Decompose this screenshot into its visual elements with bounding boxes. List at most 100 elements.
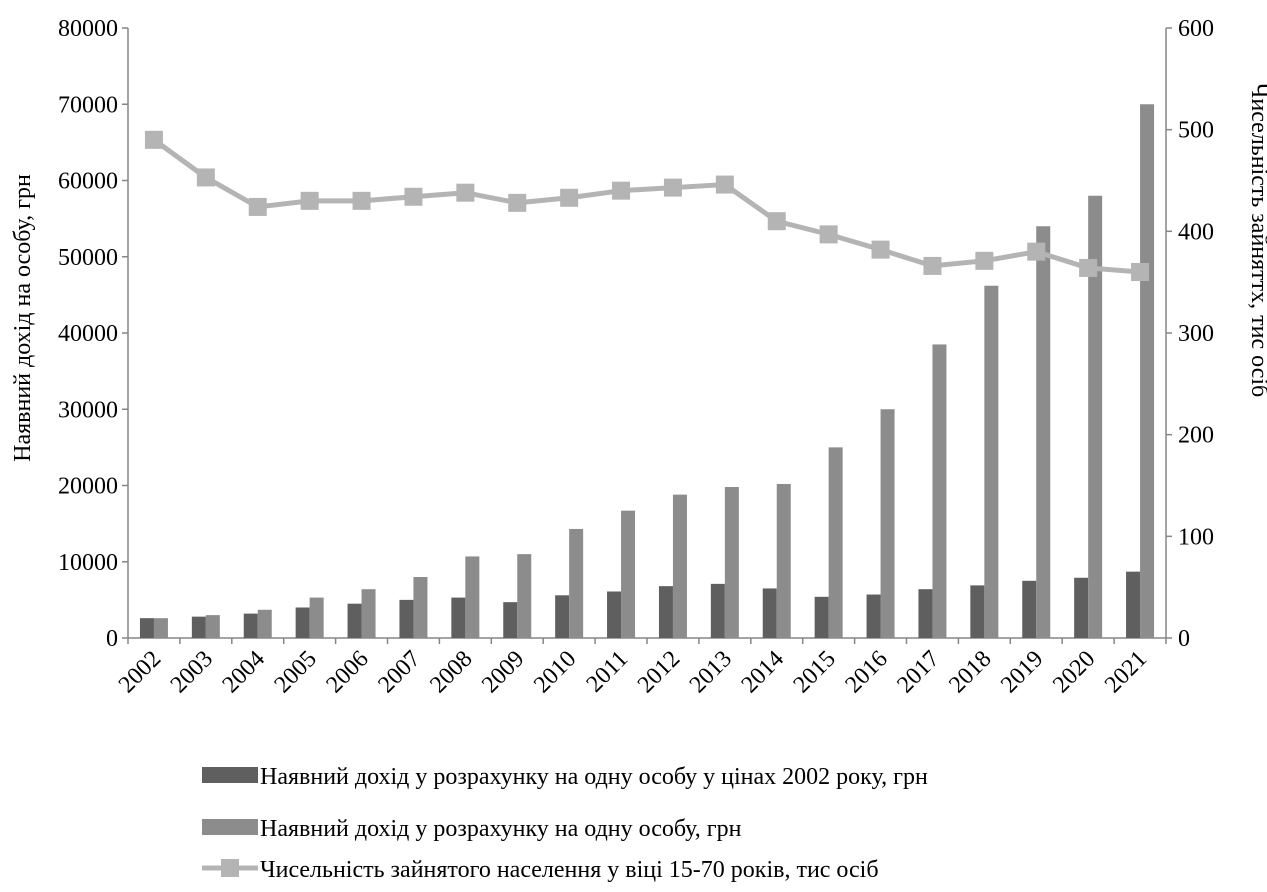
employment-marker bbox=[975, 251, 994, 270]
bar-nominal-income bbox=[205, 615, 220, 638]
bar-nominal-income bbox=[672, 494, 687, 638]
x-tick-label: 2013 bbox=[685, 646, 737, 698]
bar-nominal-income bbox=[361, 589, 376, 638]
bar-real-income bbox=[295, 607, 310, 638]
legend-label-real-income: Наявний дохід у розрахунку на одну особу… bbox=[260, 764, 928, 790]
x-tick-label: 2009 bbox=[477, 646, 529, 698]
employment-marker bbox=[767, 212, 786, 231]
bar-real-income bbox=[1074, 577, 1089, 638]
employment-marker bbox=[819, 225, 838, 244]
bar-real-income bbox=[970, 585, 985, 638]
bar-real-income bbox=[710, 583, 725, 638]
legend-item-real-income: Наявний дохід у розрахунку на одну особу… bbox=[202, 764, 928, 790]
employment-marker bbox=[612, 181, 631, 200]
employment-marker bbox=[663, 178, 682, 197]
employment-marker bbox=[560, 188, 579, 207]
plot-area: 0 10000 20000 30000 40000 50000 60000 70000 8000… bbox=[58, 16, 1214, 698]
employment-marker bbox=[1027, 242, 1046, 261]
x-tick-label: 2006 bbox=[321, 646, 373, 698]
x-tick-label: 2012 bbox=[633, 646, 685, 698]
y-tick-label: 80000 bbox=[58, 16, 118, 42]
bar-nominal-income bbox=[309, 597, 324, 638]
employment-marker bbox=[196, 168, 215, 187]
y-tick-label: 0 bbox=[106, 626, 118, 652]
y2-axis-title: Чисельність зайняттх, тис осіб bbox=[1246, 83, 1267, 398]
bar-real-income bbox=[503, 602, 518, 638]
x-tick-label: 2021 bbox=[1100, 646, 1152, 698]
y2-tick-label: 500 bbox=[1178, 118, 1214, 144]
bar-real-income bbox=[451, 597, 466, 638]
bar-nominal-income bbox=[1036, 226, 1051, 638]
y-axis-title: Наявний дохід на особу, грн bbox=[10, 174, 36, 462]
bar-real-income bbox=[658, 586, 673, 638]
bar-real-income bbox=[1022, 580, 1037, 638]
legend-label-nominal-income: Наявний дохід у розрахунку на одну особу… bbox=[260, 816, 742, 842]
bar-real-income bbox=[1126, 571, 1141, 638]
bar-real-income bbox=[866, 594, 881, 638]
y2-tick-label: 200 bbox=[1178, 423, 1214, 449]
y2-tick-label: 600 bbox=[1178, 16, 1214, 42]
x-tick-label: 2015 bbox=[789, 646, 841, 698]
employment-marker bbox=[404, 187, 423, 206]
x-tick-label: 2017 bbox=[892, 646, 944, 698]
bar-real-income bbox=[139, 618, 154, 638]
x-tick-label: 2019 bbox=[996, 646, 1048, 698]
bar-nominal-income bbox=[465, 556, 480, 638]
y2-tick-label: 100 bbox=[1178, 524, 1214, 550]
bar-real-income bbox=[918, 589, 933, 638]
bar-nominal-income bbox=[621, 510, 636, 638]
x-tick-label: 2003 bbox=[166, 646, 218, 698]
y-tick-label: 60000 bbox=[58, 169, 118, 195]
bar-real-income bbox=[814, 596, 829, 638]
employment-marker bbox=[248, 197, 267, 216]
x-tick-label: 2018 bbox=[944, 646, 996, 698]
employment-marker bbox=[144, 130, 163, 149]
x-tick-label: 2011 bbox=[582, 646, 634, 698]
employment-marker bbox=[456, 183, 475, 202]
bar-nominal-income bbox=[828, 447, 843, 638]
bar-nominal-income bbox=[569, 528, 584, 638]
employment-marker bbox=[508, 193, 527, 212]
x-tick-label: 2016 bbox=[840, 646, 892, 698]
y-tick-label: 70000 bbox=[58, 92, 118, 118]
legend-swatch-nominal-income bbox=[202, 819, 258, 835]
bar-nominal-income bbox=[257, 609, 272, 638]
employment-marker bbox=[871, 240, 890, 259]
y-tick-label: 10000 bbox=[58, 550, 118, 576]
bar-real-income bbox=[555, 595, 570, 638]
employment-marker bbox=[1079, 258, 1098, 277]
employment-marker bbox=[352, 191, 371, 210]
employment-marker bbox=[715, 175, 734, 194]
legend: Наявний дохід у розрахунку на одну особу… bbox=[202, 764, 928, 883]
bar-real-income bbox=[191, 616, 206, 638]
bar-nominal-income bbox=[1140, 104, 1155, 638]
bar-real-income bbox=[243, 613, 258, 638]
bar-nominal-income bbox=[517, 554, 532, 638]
bar-real-income bbox=[762, 588, 777, 638]
bar-nominal-income bbox=[153, 618, 168, 638]
y-tick-label: 40000 bbox=[58, 321, 118, 347]
bar-real-income bbox=[399, 599, 414, 638]
bar-nominal-income bbox=[413, 577, 428, 638]
legend-swatch-real-income bbox=[202, 767, 258, 783]
employment-marker bbox=[1131, 263, 1150, 281]
y-tick-label: 20000 bbox=[58, 474, 118, 500]
bar-nominal-income bbox=[984, 285, 999, 638]
y-tick-label: 50000 bbox=[58, 245, 118, 271]
bar-nominal-income bbox=[724, 487, 739, 638]
x-tick-label: 2002 bbox=[114, 646, 166, 698]
bar-nominal-income bbox=[880, 409, 895, 638]
employment-marker bbox=[300, 191, 319, 210]
legend-label-employment: Чисельність зайнятого населення у віці 1… bbox=[260, 857, 879, 883]
y-tick-label: 30000 bbox=[58, 397, 118, 423]
x-tick-label: 2020 bbox=[1048, 646, 1100, 698]
bar-real-income bbox=[347, 603, 362, 638]
bar-nominal-income bbox=[932, 344, 947, 638]
x-tick-label: 2010 bbox=[529, 646, 581, 698]
bar-nominal-income bbox=[1088, 195, 1103, 638]
bar-real-income bbox=[607, 591, 622, 638]
y2-tick-label: 300 bbox=[1178, 321, 1214, 347]
legend-marker-employment bbox=[221, 859, 239, 877]
y2-tick-label: 400 bbox=[1178, 219, 1214, 245]
